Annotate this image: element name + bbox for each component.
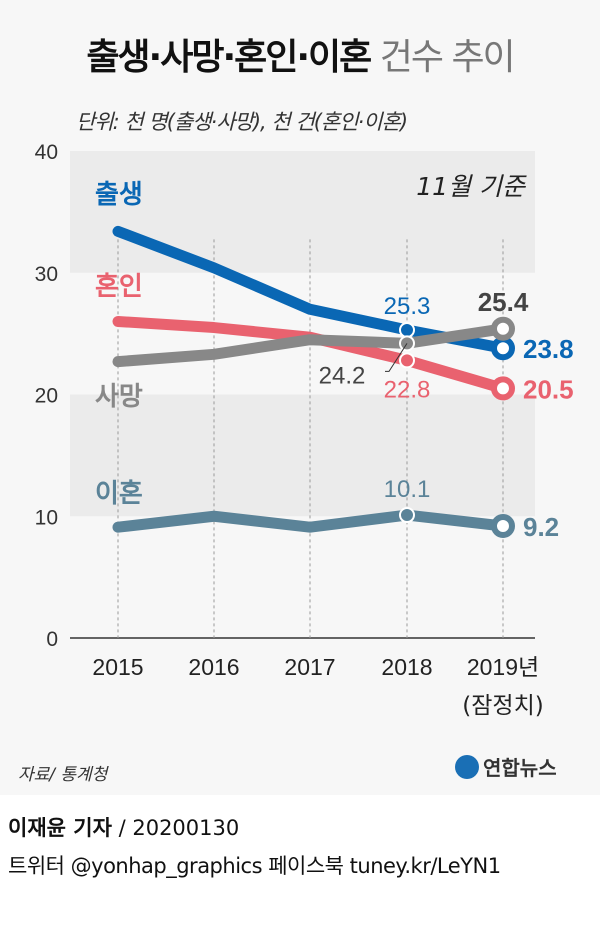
source: 자료/ 통계청: [18, 765, 108, 785]
x-tick-note: (잠정치): [462, 693, 543, 719]
y-tick-label: 0: [46, 628, 58, 651]
data-label: 20.5: [523, 374, 574, 404]
y-tick-label: 20: [35, 385, 58, 408]
chart-title: 출생·사망·혼인·이혼 건수 추이: [0, 28, 600, 80]
x-tick-label: 2016: [188, 654, 239, 680]
data-point: [399, 507, 415, 524]
y-tick-label: 10: [35, 506, 58, 529]
data-point: [491, 316, 515, 341]
data-label: 25.4: [478, 287, 529, 317]
title-main: 출생·사망·혼인·이혼: [86, 37, 372, 78]
leader-line: [385, 343, 408, 372]
data-label: 10.1: [384, 476, 431, 503]
data-label: 22.8: [384, 376, 431, 403]
band: [70, 151, 535, 273]
series-name: 출생: [95, 180, 143, 210]
x-tick-label: 2015: [92, 654, 143, 680]
social-links: 트위터 @yonhap_graphics 페이스북 tuney.kr/LeYN1: [8, 854, 501, 878]
logo-icon: [455, 754, 479, 779]
data-label: 24.2: [319, 362, 366, 389]
data-point: [491, 376, 515, 401]
logo: 연합뉴스: [455, 752, 557, 781]
data-point: [399, 352, 415, 369]
data-point: [491, 513, 515, 538]
reporter: 이재윤 기자: [8, 816, 112, 840]
series-name: 혼인: [95, 272, 143, 302]
title-sub: 건수 추이: [370, 37, 516, 78]
series-name: 이혼: [95, 479, 143, 509]
line-chart: 0 10 20 30 40 2015 2016 2017 2018 2019년 (잠정치) 11월 기…: [35, 141, 574, 719]
x-tick-label: 2018: [381, 654, 432, 680]
data-label: 9.2: [523, 512, 559, 542]
data-label: 23.8: [523, 334, 574, 364]
data-point: [491, 336, 515, 361]
x-tick-label: 2019년: [467, 654, 539, 680]
note-label: 11월 기준: [416, 172, 527, 201]
unit-label: 단위: 천 명(출생·사망), 천 건(혼인·이혼): [76, 110, 408, 134]
logo-text: 연합뉴스: [483, 756, 557, 780]
series-line: [112, 323, 509, 368]
x-tick-label: 2017: [284, 654, 335, 680]
date: / 20200130: [111, 816, 240, 840]
series-line: [112, 509, 509, 533]
series-name: 사망: [95, 382, 143, 412]
band: [70, 394, 535, 517]
data-point: [399, 321, 415, 338]
y-tick-label: 30: [35, 263, 58, 286]
y-tick-label: 40: [35, 141, 58, 164]
byline: 이재윤 기자 / 20200130: [8, 812, 239, 842]
data-label: 25.3: [384, 293, 431, 320]
